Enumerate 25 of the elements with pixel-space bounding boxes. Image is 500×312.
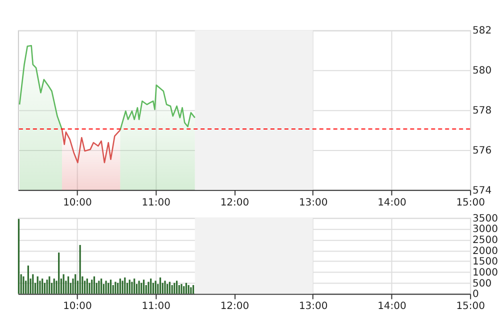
y-tick-label: 582 [472,26,492,37]
y-tick-label: 1500 [472,256,498,268]
x-tick-label: 15:00 [456,197,485,208]
y-tick-label: 1000 [472,268,498,279]
x-tick-label: 10:00 [63,301,92,312]
x-tick-label: 14:00 [378,197,406,208]
y-tick-label: 3000 [472,224,498,236]
y-tick-label: 576 [472,146,492,157]
x-tick-label: 11:00 [142,301,170,312]
x-tick-label: 14:00 [378,301,406,312]
x-tick-label: 11:00 [142,197,170,208]
x-tick-label: 12:00 [220,197,250,208]
y-tick-label: 580 [472,66,492,77]
x-tick-label: 12:00 [220,301,250,312]
y-tick-label: 578 [472,106,492,117]
y-tick-label: 2000 [472,246,498,257]
x-tick-label: 15:00 [456,301,485,312]
y-tick-label: 0 [472,289,479,300]
x-tick-label: 10:00 [63,197,92,208]
y-tick-label: 500 [472,278,492,290]
y-tick-label: 2500 [472,235,498,246]
y-tick-label: 574 [472,185,492,196]
x-tick-label: 13:00 [298,301,328,312]
y-tick-label: 3500 [472,213,498,224]
x-tick-label: 13:00 [298,197,328,208]
